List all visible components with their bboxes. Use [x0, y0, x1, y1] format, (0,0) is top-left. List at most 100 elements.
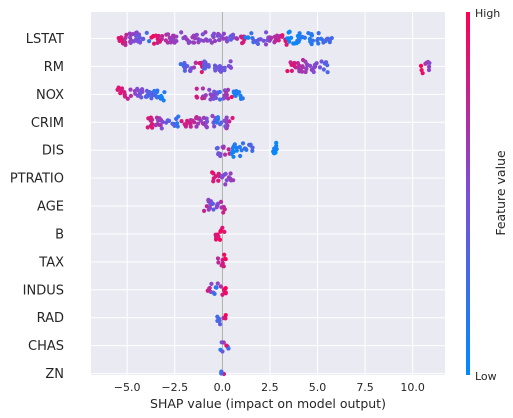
- point-lstat: [221, 31, 227, 36]
- point-crim: [156, 118, 161, 123]
- point-crim: [224, 120, 229, 125]
- point-rm: [420, 71, 425, 76]
- point-nox: [207, 87, 212, 92]
- point-crim: [201, 115, 206, 121]
- point-crim: [224, 115, 229, 120]
- point-lstat: [256, 37, 262, 42]
- point-tax: [216, 260, 221, 265]
- point-lstat: [133, 33, 139, 38]
- point-lstat: [287, 39, 292, 44]
- point-lstat: [151, 41, 157, 46]
- point-indus: [223, 286, 228, 291]
- point-crim: [192, 120, 197, 125]
- point-nox: [118, 91, 123, 96]
- point-lstat: [299, 34, 304, 39]
- x-tick-label: 7.5: [356, 381, 374, 394]
- point-lstat: [310, 38, 316, 43]
- point-rm: [292, 60, 297, 66]
- point-lstat: [120, 38, 125, 43]
- point-lstat: [200, 32, 205, 37]
- point-indus: [220, 292, 225, 297]
- point-dis: [248, 143, 253, 148]
- point-rm: [314, 61, 319, 66]
- point-crim: [204, 119, 210, 124]
- point-age: [201, 208, 207, 213]
- point-lstat: [146, 39, 152, 44]
- point-lstat: [302, 35, 307, 40]
- point-crim: [160, 119, 165, 125]
- x-tick-label: 2.5: [261, 381, 279, 394]
- point-lstat: [163, 38, 168, 43]
- point-nox: [147, 93, 153, 98]
- point-lstat: [316, 41, 321, 46]
- point-rad: [215, 314, 220, 319]
- point-nox: [161, 98, 166, 103]
- point-dis: [238, 153, 243, 159]
- point-tax: [220, 257, 225, 263]
- point-lstat: [190, 40, 196, 45]
- point-nox: [240, 96, 245, 101]
- point-rm: [188, 66, 193, 71]
- feature-label-chas: CHAS: [28, 339, 64, 354]
- point-rm: [325, 63, 330, 68]
- point-age: [210, 201, 216, 206]
- point-rm: [426, 64, 432, 69]
- point-b: [222, 229, 227, 234]
- point-crim: [150, 125, 155, 130]
- point-chas: [220, 349, 225, 354]
- point-lstat: [221, 36, 226, 41]
- point-lstat: [284, 42, 289, 47]
- point-ptratio: [213, 174, 219, 179]
- point-rm: [423, 61, 428, 66]
- point-lstat: [216, 37, 222, 43]
- point-age: [221, 210, 226, 215]
- feature-label-b: B: [55, 227, 64, 242]
- point-lstat: [149, 35, 154, 40]
- point-b: [217, 237, 223, 242]
- point-lstat: [168, 37, 173, 42]
- point-nox: [128, 93, 134, 99]
- point-nox: [151, 92, 156, 98]
- point-lstat: [280, 34, 285, 39]
- point-nox: [208, 97, 213, 102]
- point-rad: [223, 313, 228, 318]
- point-crim: [179, 119, 184, 124]
- point-lstat: [157, 39, 162, 44]
- point-lstat: [263, 42, 269, 47]
- point-nox: [125, 96, 130, 101]
- point-nox: [154, 89, 160, 94]
- point-indus: [212, 291, 217, 296]
- point-ptratio: [211, 171, 216, 176]
- point-crim: [215, 115, 221, 120]
- point-dis: [239, 148, 244, 153]
- point-crim: [188, 124, 193, 129]
- point-crim: [196, 121, 201, 126]
- point-lstat: [292, 41, 297, 46]
- point-dis: [231, 144, 236, 149]
- point-nox: [133, 91, 138, 96]
- point-lstat: [229, 33, 234, 38]
- point-lstat: [186, 39, 191, 44]
- point-rm: [312, 64, 318, 69]
- point-dis: [222, 152, 228, 157]
- point-lstat: [144, 30, 149, 35]
- point-age: [222, 207, 227, 212]
- point-rm: [325, 70, 330, 75]
- point-lstat: [127, 31, 132, 36]
- point-nox: [200, 96, 205, 101]
- point-lstat: [249, 31, 254, 36]
- point-rm: [228, 59, 233, 64]
- point-ptratio: [223, 171, 228, 176]
- feature-label-indus: INDUS: [23, 283, 64, 298]
- point-crim: [212, 124, 217, 129]
- point-rm: [418, 63, 424, 68]
- point-nox: [234, 88, 239, 94]
- point-lstat: [179, 30, 184, 35]
- point-lstat: [198, 38, 203, 43]
- point-indus: [222, 289, 228, 295]
- point-rm: [292, 63, 297, 69]
- colorbar: [466, 12, 470, 375]
- point-nox: [122, 94, 128, 99]
- point-age: [207, 205, 212, 210]
- x-tick-label: −2.5: [161, 381, 188, 394]
